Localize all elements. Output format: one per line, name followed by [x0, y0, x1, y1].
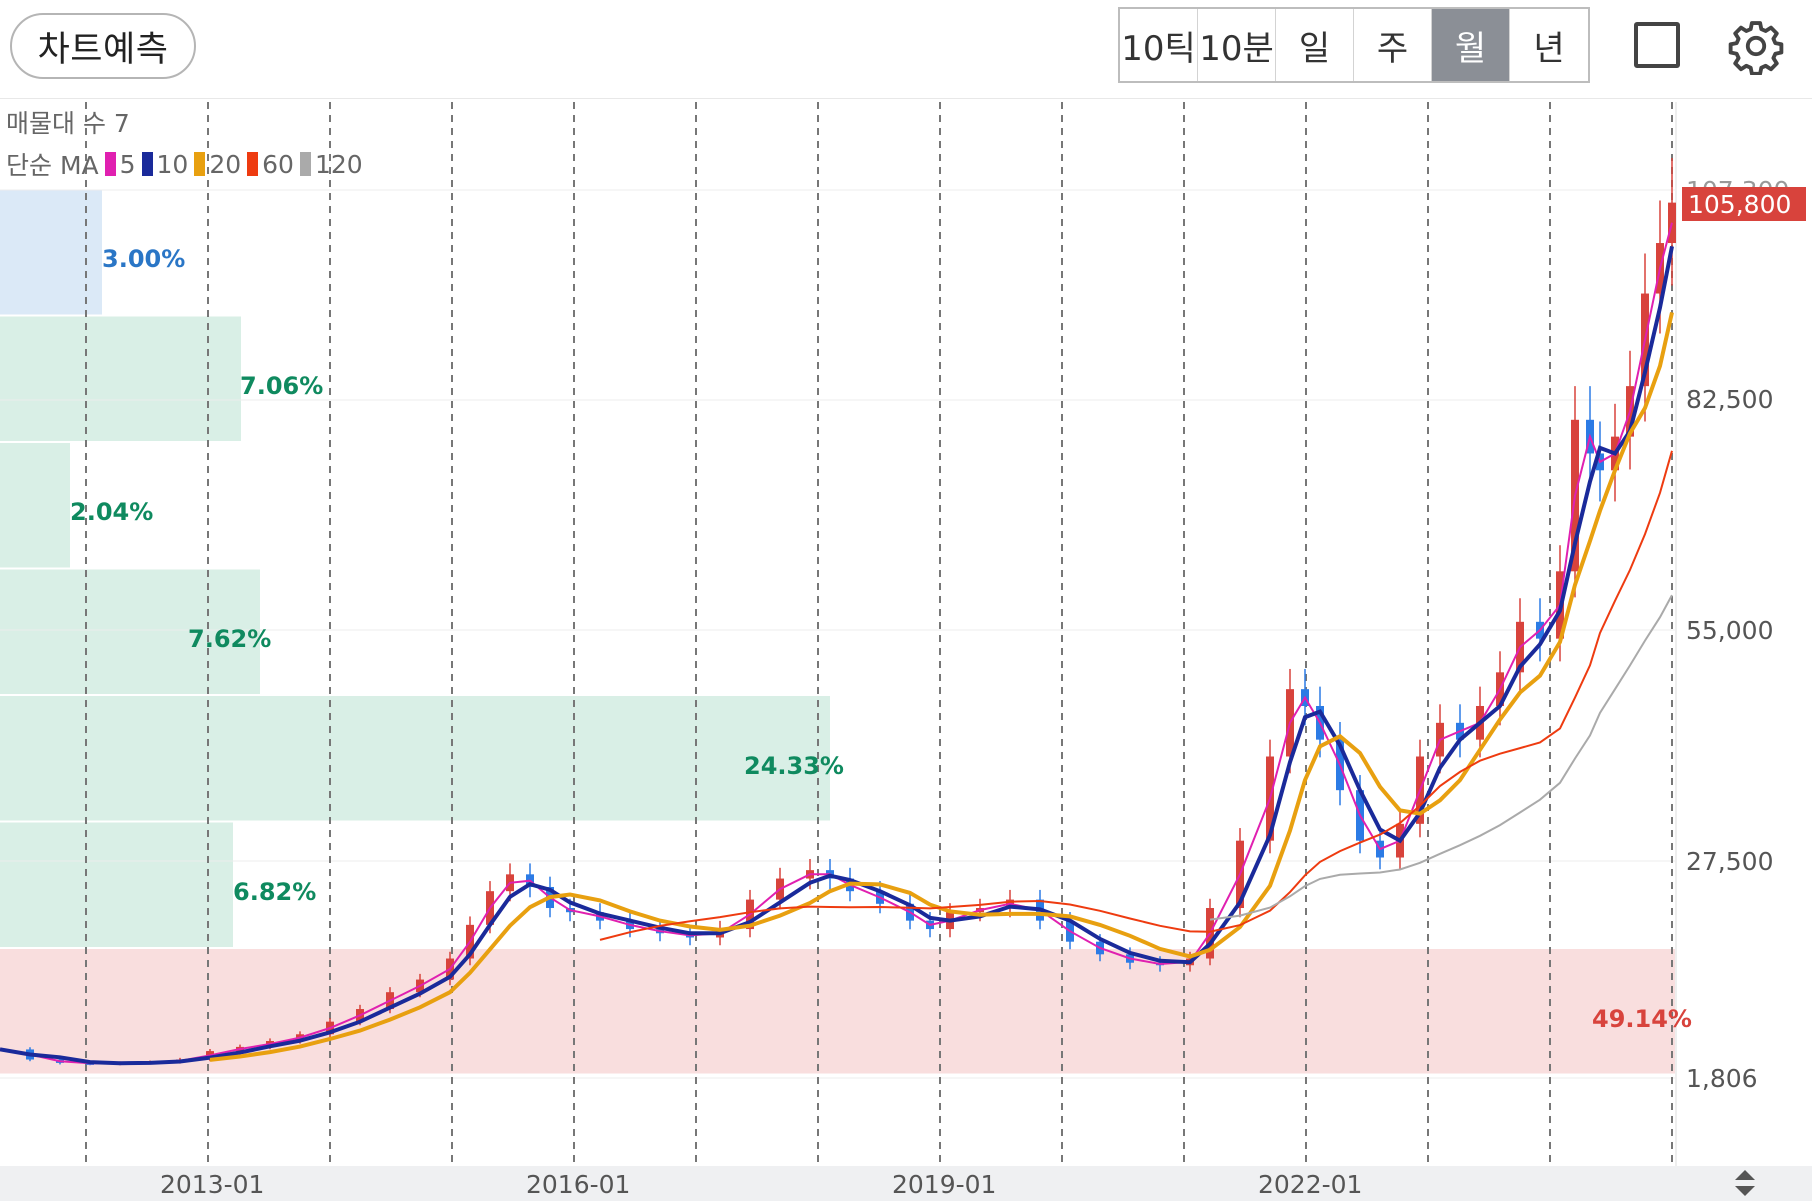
- ma20-line: [209, 311, 1674, 1062]
- ma120-swatch: [299, 152, 311, 176]
- volume-profile-bar: [0, 696, 830, 821]
- square-icon[interactable]: [1634, 22, 1680, 68]
- moving-average-legend[interactable]: 단순 MA 5 10 20 60 120: [6, 146, 367, 182]
- ma120-line: [1209, 594, 1673, 921]
- volume-profile-label-1: 3.00%: [102, 245, 186, 273]
- volume-profile-label-5: 24.33%: [744, 752, 844, 780]
- volume-profile-bar: [0, 316, 241, 441]
- price-axis-tick-1: 82,500: [1686, 385, 1774, 414]
- tab-year[interactable]: 년: [1533, 28, 1565, 69]
- gear-icon[interactable]: [1727, 17, 1785, 75]
- volume-profile-bar: [0, 822, 233, 947]
- volume-profile-bar: [0, 443, 70, 568]
- ma5-swatch: [104, 152, 116, 176]
- volume-profile-label-3: 2.04%: [70, 498, 154, 526]
- ma-title: 단순 MA: [6, 151, 99, 180]
- ma5-line: [0, 222, 1673, 1065]
- tab-month[interactable]: 월: [1432, 9, 1510, 81]
- volume-profile-count[interactable]: 매물대 수 7: [6, 109, 130, 138]
- chart-forecast-button[interactable]: 차트예측: [10, 13, 196, 79]
- ma10-swatch: [141, 152, 153, 176]
- volume-profile-label-7: 49.14%: [1592, 1005, 1692, 1033]
- ma120-label: 120: [314, 149, 363, 179]
- time-axis-tick-1: 2013-01: [160, 1170, 265, 1199]
- toolbar-divider: [0, 98, 1812, 99]
- scale-arrows-icon[interactable]: [1732, 1168, 1758, 1198]
- time-axis-bar[interactable]: [0, 1166, 1812, 1201]
- ma10-line: [0, 246, 1674, 1066]
- time-axis-tick-2: 2016-01: [526, 1170, 631, 1199]
- ma5-label: 5: [119, 149, 136, 179]
- ma60-label: 60: [262, 149, 294, 179]
- volume-profile-label-2: 7.06%: [240, 372, 324, 400]
- tab-10tick[interactable]: 10틱: [1120, 9, 1198, 81]
- price-axis-tick-4: 1,806: [1686, 1064, 1758, 1093]
- tab-week[interactable]: 주: [1354, 9, 1432, 81]
- tab-10min[interactable]: 10분: [1198, 9, 1276, 81]
- ma60-swatch: [247, 152, 259, 176]
- time-axis-tick-4: 2022-01: [1258, 1170, 1363, 1199]
- volume-profile-bar: [0, 949, 1675, 1074]
- period-tabs: 10틱 10분 일 주 월 년: [1118, 7, 1590, 83]
- volume-profile-bar: [0, 569, 260, 694]
- current-price-tag: 105,800: [1682, 187, 1806, 221]
- volume-profile-label-4: 7.62%: [188, 625, 272, 653]
- price-axis-tick-3: 27,500: [1686, 847, 1774, 876]
- price-axis-tick-2: 55,000: [1686, 616, 1774, 645]
- ma20-swatch: [194, 152, 206, 176]
- ma10-label: 10: [156, 149, 189, 179]
- ma60-line: [599, 450, 1673, 941]
- ma20-label: 20: [209, 149, 242, 179]
- time-axis-tick-3: 2019-01: [892, 1170, 997, 1199]
- tab-day[interactable]: 일: [1276, 9, 1354, 81]
- volume-profile-label-6: 6.82%: [233, 878, 317, 906]
